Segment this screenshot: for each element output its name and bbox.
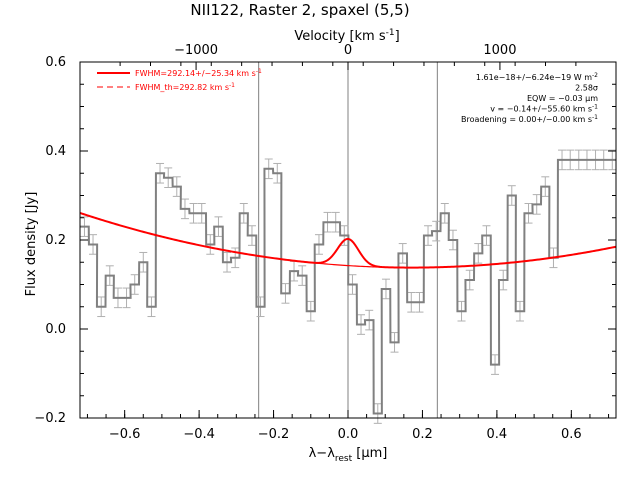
x-tick-label-1: −0.4 — [183, 427, 215, 442]
svg-text:Velocity [km s-1]: Velocity [km s-1] — [294, 28, 399, 44]
chart-title: NII122, Raster 2, spaxel (5,5) — [190, 1, 409, 19]
x-tick-label-3: 0.0 — [338, 427, 359, 442]
x-axis-label-unit: [μm] — [352, 446, 387, 461]
top-tick-label-2: 1000 — [483, 43, 516, 58]
annotation-1: 2.58σ — [575, 84, 598, 93]
y-tick-label-1: 0.0 — [45, 322, 66, 337]
top-axis-label: Velocity [km s-1] — [294, 28, 399, 44]
annotation-0: 1.61e−18+/−6.24e−19 W m-2 — [476, 72, 598, 82]
x-tick-label-5: 0.4 — [487, 427, 508, 442]
y-tick-label-3: 0.4 — [45, 144, 66, 159]
y-axis-title: Flux density [Jy] — [24, 192, 39, 297]
data-series — [80, 158, 616, 415]
x-axis-label-text: λ−λ — [309, 446, 336, 461]
x-tick-label-0: −0.6 — [109, 427, 141, 442]
top-axis-label-text: Velocity [km s — [294, 29, 386, 44]
legend: FWHM=292.14+/−25.34 km s-1 FWHM_th=292.82… — [97, 68, 262, 92]
annotation-3: v = −0.14+/−55.60 km s-1 — [490, 104, 598, 114]
y-tick-label-0: −0.2 — [34, 411, 66, 426]
y-tick-label-4: 0.6 — [45, 55, 66, 70]
top-tick-label-1: 0 — [344, 43, 352, 58]
svg-text:λ−λrest [μm]: λ−λrest [μm] — [309, 446, 388, 464]
axes: −0.6 −0.4 −0.2 0.0 0.2 0.4 0.6 −0.2 0.0 0.2 0.4 0.6… — [34, 43, 617, 442]
legend-label-1: FWHM_th=292.82 km s-1 — [135, 82, 235, 92]
y-tick-label-2: 0.2 — [45, 233, 66, 248]
x-tick-label-4: 0.2 — [412, 427, 433, 442]
x-tick-label-6: 0.6 — [561, 427, 582, 442]
gaussian-fit-line — [79, 212, 617, 269]
top-axis-label-end: ] — [395, 29, 400, 44]
annotation-2: EQW = −0.03 μm — [527, 94, 598, 103]
legend-label-0: FWHM=292.14+/−25.34 km s-1 — [135, 68, 262, 78]
flux-step-line — [80, 158, 616, 415]
x-axis-label: λ−λrest [μm] — [309, 446, 388, 464]
top-tick-label-0: −1000 — [174, 43, 218, 58]
x-axis-label-sub: rest — [335, 454, 353, 464]
annotation-4: Broadening = 0.00+/−0.00 km s-1 — [461, 114, 598, 124]
top-axis-label-sup: -1 — [386, 28, 395, 38]
x-tick-label-2: −0.2 — [258, 427, 290, 442]
y-axis-label: Flux density [Jy] — [24, 192, 39, 297]
fit-series — [79, 212, 617, 269]
